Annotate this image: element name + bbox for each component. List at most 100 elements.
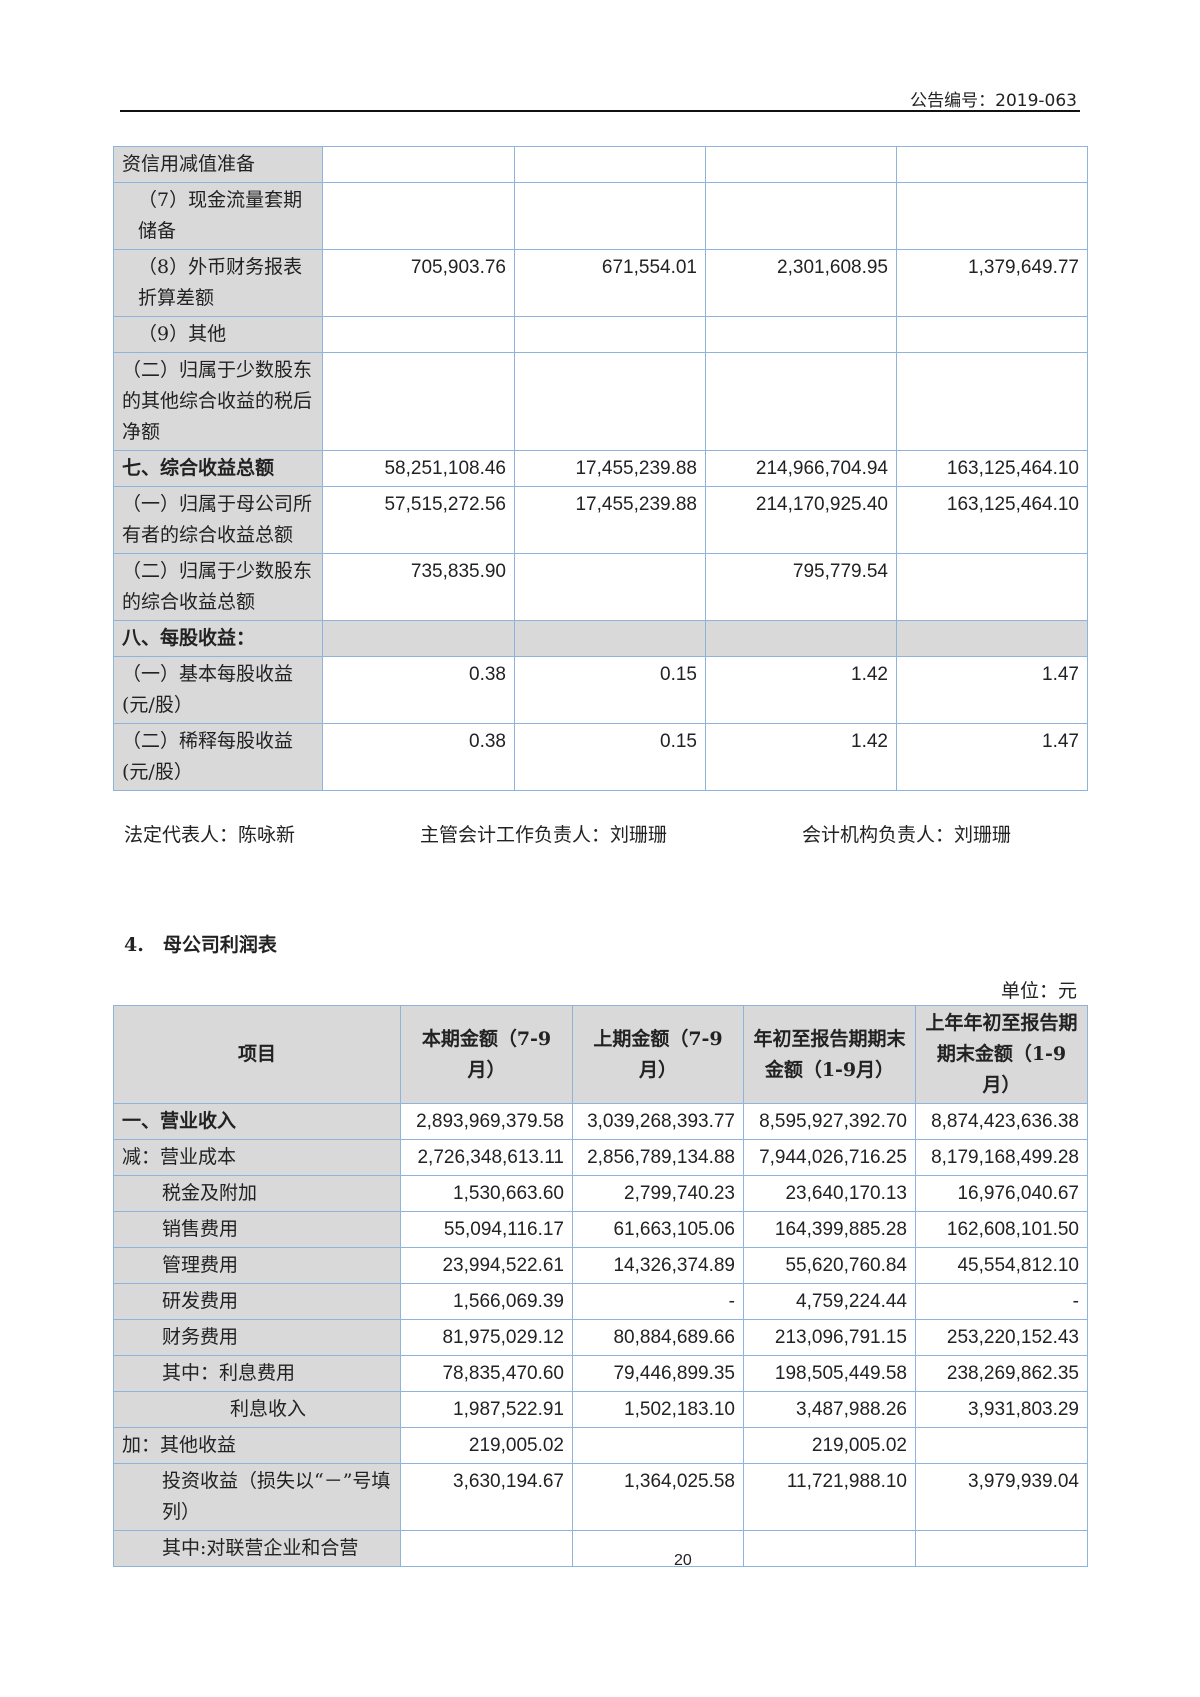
- table-row: 其中:对联营企业和合营: [113, 1530, 1088, 1567]
- value-cell: 735,835.90: [322, 553, 515, 621]
- value-cell: [322, 146, 515, 183]
- row-label: （9）其他: [113, 316, 323, 353]
- table-row: 销售费用 55,094,116.17 61,663,105.06 164,399,88…: [113, 1211, 1088, 1248]
- value-cell: 3,630,194.67: [400, 1463, 573, 1531]
- table-row: （8）外币财务报表折算差额 705,903.76 671,554.01 2,301,6…: [113, 249, 1088, 317]
- value-cell: 17,455,239.88: [514, 486, 706, 554]
- table-row: 八、每股收益：: [113, 620, 1088, 657]
- unit-label: 单位：元: [1000, 980, 1077, 1002]
- value-cell: 58,251,108.46: [322, 450, 515, 487]
- value-cell: [705, 352, 897, 451]
- value-cell: [322, 352, 515, 451]
- row-label: 八、每股收益：: [113, 620, 323, 657]
- page-number: 20: [674, 1552, 692, 1569]
- value-cell: 213,096,791.15: [743, 1319, 916, 1356]
- row-label: 销售费用: [113, 1211, 401, 1248]
- table-row: 管理费用 23,994,522.61 14,326,374.89 55,620,760…: [113, 1247, 1088, 1284]
- value-cell: [514, 553, 706, 621]
- value-cell: 78,835,470.60: [400, 1355, 573, 1392]
- row-label: 研发费用: [113, 1283, 401, 1320]
- consolidated-income-table-continued: 资信用减值准备 （7）现金流量套期储备 （8）外币财务报表折算差额 705,903.7…: [113, 146, 1088, 791]
- value-cell: [514, 316, 706, 353]
- header-item: 项目: [113, 1005, 401, 1104]
- value-cell: [896, 553, 1088, 621]
- value-cell: 2,301,608.95: [705, 249, 897, 317]
- row-label: （二）归属于少数股东的其他综合收益的税后净额: [113, 352, 323, 451]
- value-cell: [743, 1530, 916, 1567]
- row-label: 加：其他收益: [113, 1427, 401, 1464]
- table-row: 利息收入 1,987,522.91 1,502,183.10 3,487,988.26…: [113, 1391, 1088, 1428]
- value-cell: 45,554,812.10: [915, 1247, 1088, 1284]
- value-cell: 1,566,069.39: [400, 1283, 573, 1320]
- value-cell: 0.15: [514, 656, 706, 724]
- value-cell: 57,515,272.56: [322, 486, 515, 554]
- value-cell: [896, 352, 1088, 451]
- value-cell: 61,663,105.06: [572, 1211, 744, 1248]
- table-row: 投资收益（损失以“－”号填列） 3,630,194.67 1,364,025.58 1…: [113, 1463, 1088, 1531]
- row-label: （二）归属于少数股东的综合收益总额: [113, 553, 323, 621]
- row-label: （一）归属于母公司所有者的综合收益总额: [113, 486, 323, 554]
- row-label: （7）现金流量套期储备: [113, 182, 323, 250]
- table-row: 其中：利息费用 78,835,470.60 79,446,899.35 198,505…: [113, 1355, 1088, 1392]
- value-cell: [705, 620, 897, 657]
- value-cell: [915, 1530, 1088, 1567]
- value-cell: [400, 1530, 573, 1567]
- row-label: 资信用减值准备: [113, 146, 323, 183]
- value-cell: 163,125,464.10: [896, 486, 1088, 554]
- table-row: （一）基本每股收益(元/股） 0.38 0.15 1.42 1.47: [113, 656, 1088, 724]
- value-cell: 162,608,101.50: [915, 1211, 1088, 1248]
- value-cell: [322, 620, 515, 657]
- value-cell: [705, 316, 897, 353]
- value-cell: 4,759,224.44: [743, 1283, 916, 1320]
- value-cell: 23,994,522.61: [400, 1247, 573, 1284]
- value-cell: 16,976,040.67: [915, 1175, 1088, 1212]
- value-cell: 14,326,374.89: [572, 1247, 744, 1284]
- legal-representative: 法定代表人：陈咏新: [124, 824, 296, 846]
- value-cell: [514, 620, 706, 657]
- value-cell: 164,399,885.28: [743, 1211, 916, 1248]
- value-cell: 1,987,522.91: [400, 1391, 573, 1428]
- value-cell: 1,364,025.58: [572, 1463, 744, 1531]
- row-label: 七、综合收益总额: [113, 450, 323, 487]
- value-cell: 3,487,988.26: [743, 1391, 916, 1428]
- value-cell: 80,884,689.66: [572, 1319, 744, 1356]
- header-ytd: 年初至报告期期末金额（1-9月）: [743, 1005, 916, 1104]
- accounting-head: 主管会计工作负责人：刘珊珊: [420, 824, 668, 846]
- value-cell: -: [572, 1283, 744, 1320]
- table-row: 税金及附加 1,530,663.60 2,799,740.23 23,640,170.…: [113, 1175, 1088, 1212]
- row-label: 税金及附加: [113, 1175, 401, 1212]
- row-label: （8）外币财务报表折算差额: [113, 249, 323, 317]
- value-cell: 671,554.01: [514, 249, 706, 317]
- value-cell: 214,966,704.94: [705, 450, 897, 487]
- value-cell: 55,094,116.17: [400, 1211, 573, 1248]
- value-cell: [514, 182, 706, 250]
- table-header-row: 项目 本期金额（7-9月） 上期金额（7-9月） 年初至报告期期末金额（1-9月…: [113, 1005, 1088, 1104]
- table-row: 研发费用 1,566,069.39-4,759,224.44-: [113, 1283, 1088, 1320]
- row-label: 投资收益（损失以“－”号填列）: [113, 1463, 401, 1531]
- table-row: 加：其他收益 219,005.02 219,005.02: [113, 1427, 1088, 1464]
- value-cell: [572, 1530, 744, 1567]
- header-current-period: 本期金额（7-9月）: [400, 1005, 573, 1104]
- table-row: 一、营业收入 2,893,969,379.58 3,039,268,393.77 8,…: [113, 1103, 1088, 1140]
- value-cell: 2,893,969,379.58: [400, 1103, 573, 1140]
- table-row: 资信用减值准备: [113, 146, 1088, 183]
- notice-number: 公告编号：2019-063: [910, 91, 1077, 111]
- row-label: 财务费用: [113, 1319, 401, 1356]
- table-row: 财务费用 81,975,029.12 80,884,689.66 213,096,79…: [113, 1319, 1088, 1356]
- value-cell: 8,595,927,392.70: [743, 1103, 916, 1140]
- value-cell: 79,446,899.35: [572, 1355, 744, 1392]
- value-cell: 795,779.54: [705, 553, 897, 621]
- value-cell: 8,874,423,636.38: [915, 1103, 1088, 1140]
- header-rule: [120, 110, 1080, 112]
- value-cell: [514, 352, 706, 451]
- row-label: （二）稀释每股收益(元/股）: [113, 723, 323, 791]
- value-cell: 1.47: [896, 656, 1088, 724]
- value-cell: [896, 316, 1088, 353]
- parent-income-statement-table: 项目 本期金额（7-9月） 上期金额（7-9月） 年初至报告期期末金额（1-9月…: [113, 1005, 1088, 1567]
- header-prior-period: 上期金额（7-9月）: [572, 1005, 744, 1104]
- row-label: 其中:对联营企业和合营: [113, 1530, 401, 1567]
- table-row: 七、综合收益总额 58,251,108.46 17,455,239.88 214,96…: [113, 450, 1088, 487]
- value-cell: 214,170,925.40: [705, 486, 897, 554]
- table-row: （二）归属于少数股东的其他综合收益的税后净额: [113, 352, 1088, 451]
- value-cell: 0.15: [514, 723, 706, 791]
